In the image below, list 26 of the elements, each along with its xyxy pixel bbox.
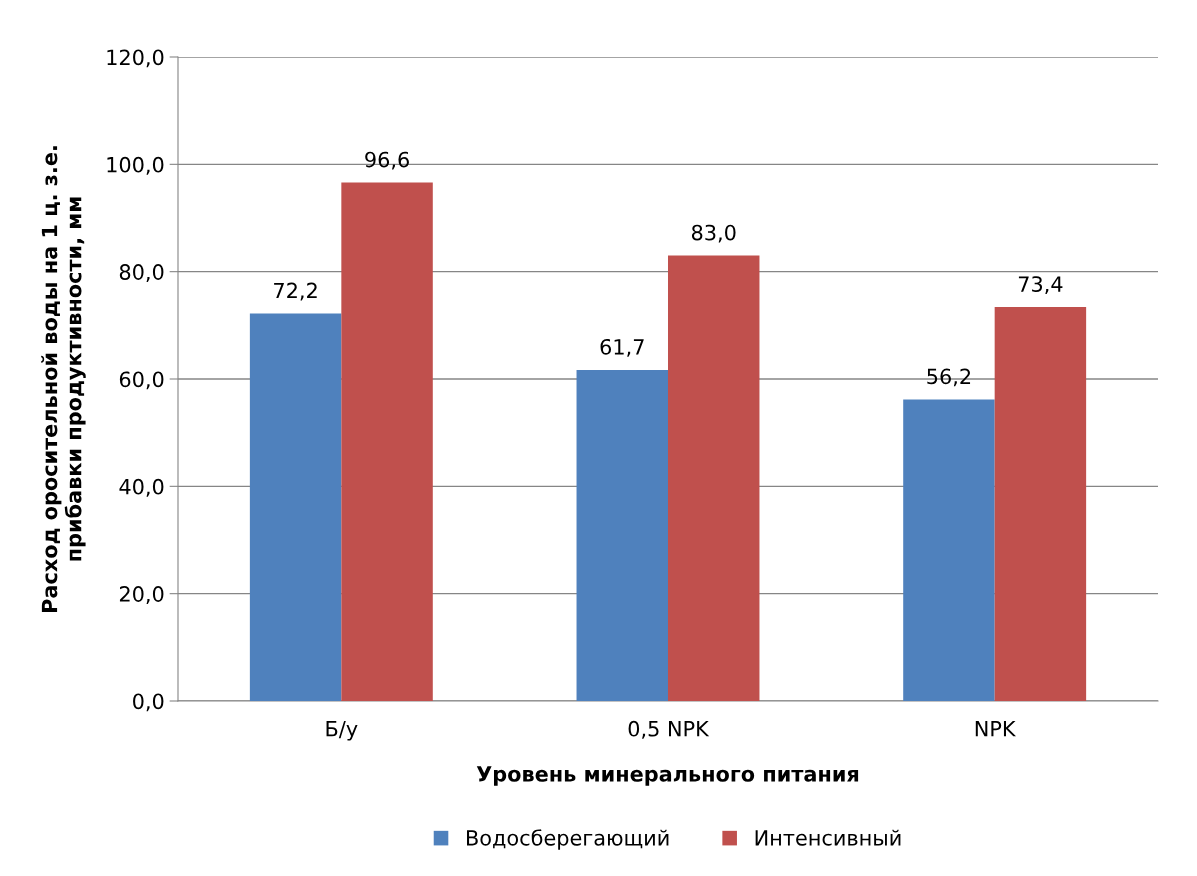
bar <box>341 182 433 701</box>
data-label: 61,7 <box>600 338 644 357</box>
x-tick-label: 0,5 NPK <box>628 720 710 739</box>
bar <box>668 255 760 701</box>
y-tick-label: 80,0 <box>119 264 164 282</box>
legend-label: Водосберегающий <box>467 829 669 850</box>
y-tick-label: 60,0 <box>119 371 164 390</box>
x-tick-label: Б/у <box>326 721 358 741</box>
bar <box>903 399 995 701</box>
data-label: 56,2 <box>927 368 971 387</box>
bar <box>576 369 668 701</box>
x-tick-label: NPK <box>975 721 1017 737</box>
y-tick-label: 20,0 <box>119 586 164 604</box>
data-label: 72,2 <box>274 282 317 301</box>
y-tick-label: 0,0 <box>133 693 164 712</box>
y-tick-label: 120,0 <box>107 49 164 68</box>
bar <box>249 313 342 701</box>
y-axis-title: Расход оросительной воды на 1 ц. з.е. прибавки продуктивности, мм <box>41 146 86 612</box>
bar <box>994 307 1087 701</box>
x-axis-title: Уровень минерального питания <box>476 766 859 786</box>
data-label: 96,6 <box>365 151 409 170</box>
legend-label: Интенсивный <box>755 829 901 846</box>
data-label: 83,0 <box>691 224 736 243</box>
y-tick-label: 100,0 <box>107 156 164 175</box>
data-label: 73,4 <box>1018 276 1063 295</box>
y-tick-label: 40,0 <box>119 478 164 497</box>
